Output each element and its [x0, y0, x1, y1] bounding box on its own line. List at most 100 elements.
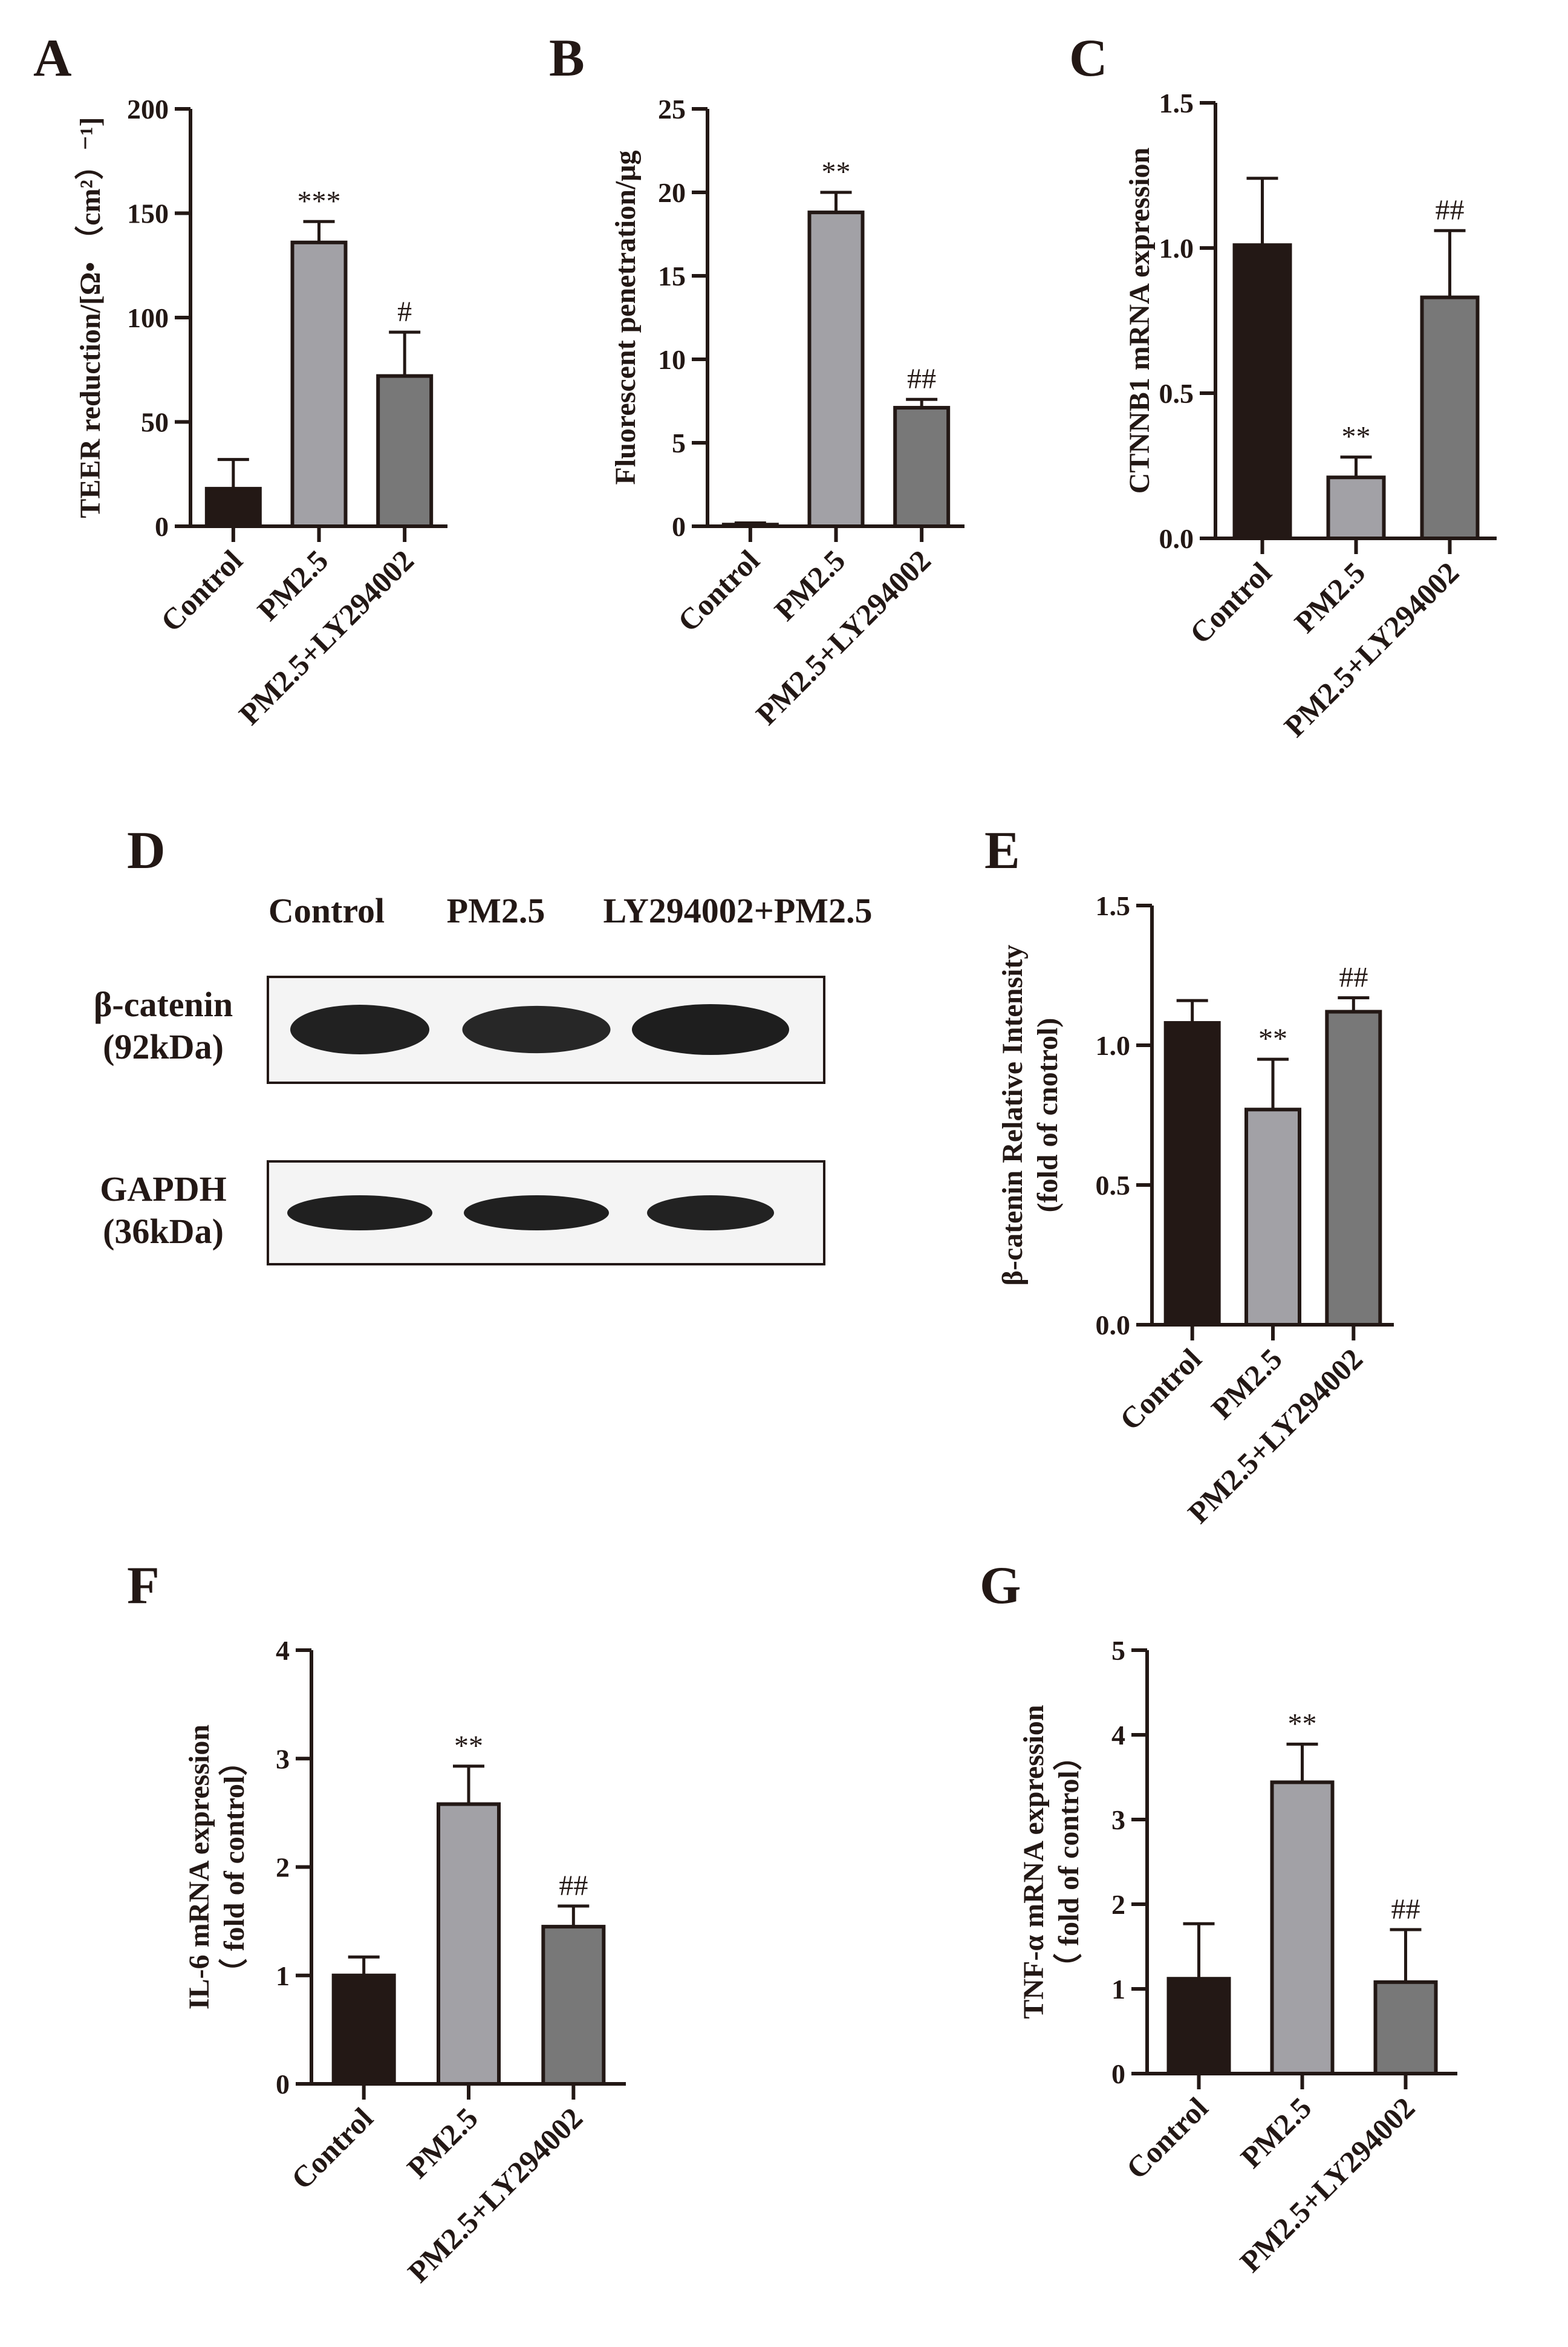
y-axis-label: Fluorescent penetration/μg [610, 151, 642, 485]
y-tick-label: 1.5 [1096, 890, 1131, 921]
significance-mark-pm2-5: ** [1258, 1023, 1287, 1055]
bar-pm2-5-ly294002 [1325, 1010, 1382, 1327]
y-tick-label: 1.0 [1159, 233, 1194, 264]
band-gapdh-lane-2 [464, 1195, 609, 1230]
bar-pm2-5 [1244, 1108, 1301, 1327]
lane-label-control: Control [268, 891, 385, 930]
y-tick-label: 0 [1111, 2058, 1125, 2089]
y-tick-label: 20 [658, 177, 686, 208]
y-axis-label-line2: （ fold of control） [218, 1747, 250, 1988]
y-tick-label: 200 [127, 94, 169, 125]
y-tick-label: 1 [1111, 1974, 1125, 2005]
x-tick-label-control: Control [1119, 2091, 1214, 2185]
x-tick-label-pm2-5: PM2.5 [400, 2101, 484, 2185]
bar-pm2-5 [1326, 475, 1386, 541]
y-tick-label: 25 [658, 94, 686, 125]
y-tick-label: 4 [1111, 1720, 1125, 1751]
y-tick-label: 3 [1111, 1804, 1125, 1835]
bar-pm2-5-ly294002 [1420, 295, 1480, 540]
y-axis-label: CTNNB1 mRNA expression [1124, 148, 1156, 494]
bar-pm2-5 [290, 240, 348, 528]
y-axis-label-line2: (fold of cnotrol) [1032, 1018, 1064, 1213]
significance-mark-pm2-5: ** [822, 156, 851, 188]
lane-label-ly-pm25: LY294002+PM2.5 [603, 891, 873, 930]
x-tick-label-control: Control [154, 543, 249, 638]
western-blot-panel: Control PM2.5 LY294002+PM2.5 β-catenin (… [94, 891, 873, 1265]
bar-control [331, 1973, 396, 2086]
x-tick-label-pm2-5: PM2.5 [1234, 2091, 1318, 2175]
band-size-gapdh: (36kDa) [103, 1212, 224, 1251]
band-catenin-lane-1 [290, 1005, 429, 1054]
y-tick-label: 1.5 [1159, 88, 1194, 119]
y-tick-label: 0.0 [1096, 1310, 1131, 1340]
x-tick-label-control: Control [285, 2101, 380, 2196]
chart-panel-f: 0 1 2 3 4 IL-6 mRNA expression （ fold of contr… [183, 1635, 626, 2289]
y-axis-label: β-catenin Relative Intensity [997, 945, 1029, 1286]
bar-control [1163, 1021, 1221, 1327]
y-tick-label: 5 [672, 428, 686, 459]
y-tick-label: 1.0 [1096, 1030, 1131, 1061]
y-tick-label: 15 [658, 261, 686, 292]
significance-mark-pm2-5: ** [454, 1730, 483, 1762]
x-tick-label-pm2-5-ly294002: PM2.5+LY294002 [1233, 2091, 1421, 2279]
x-tick-label-pm2-5: PM2.5 [768, 543, 852, 627]
y-axis-label: IL-6 mRNA expression [183, 1725, 215, 2009]
chart-panel-e: 0.0 0.5 1.0 1.5 β-catenin Relative Intensity… [997, 890, 1394, 1530]
x-tick-label-pm2-5-ly294002: PM2.5+LY294002 [1277, 555, 1465, 743]
band-catenin-lane-3 [632, 1004, 789, 1055]
x-tick-label-pm2-5: PM2.5 [1288, 555, 1372, 639]
panel-label-a: A [33, 29, 72, 88]
y-tick-label: 1 [276, 1960, 290, 1991]
bar-control [1232, 243, 1292, 540]
y-axis-label-line2: （ fold of control） [1053, 1741, 1085, 1982]
band-size-beta-catenin: (92kDa) [103, 1027, 224, 1066]
band-gapdh-lane-1 [287, 1195, 432, 1230]
bar-pm2-5-ly294002 [893, 406, 951, 528]
x-tick-label-pm2-5-ly294002: PM2.5+LY294002 [401, 2101, 589, 2289]
y-tick-label: 0 [155, 511, 169, 542]
chart-panel-b: 0 5 10 15 20 25 Fluorescent penetration/μg Cont… [610, 94, 965, 731]
bar-pm2-5 [1270, 1780, 1335, 2075]
bar-pm2-5-ly294002 [376, 374, 434, 528]
y-tick-label: 4 [276, 1635, 290, 1666]
bar-control [1166, 1977, 1231, 2075]
y-tick-label: 0 [672, 511, 686, 542]
y-tick-label: 150 [127, 198, 169, 229]
bar-control [721, 523, 779, 528]
y-axis-label: TNF-α mRNA expression [1018, 1705, 1050, 2019]
significance-mark-pm2-5: ** [1288, 1708, 1317, 1740]
panel-label-e: E [984, 821, 1020, 880]
bar-pm2-5-ly294002 [1373, 1980, 1438, 2076]
lane-label-pm25: PM2.5 [447, 891, 545, 930]
panel-label-d: D [127, 821, 166, 880]
x-tick-label-control: Control [1183, 555, 1278, 650]
y-tick-label: 100 [127, 302, 169, 333]
y-tick-label: 2 [276, 1852, 290, 1883]
y-tick-label: 5 [1111, 1635, 1125, 1666]
significance-mark-pm2-5-ly294002: ## [1436, 194, 1465, 226]
chart-panel-g: 0 1 2 3 4 5 TNF-α mRNA expression （ fold of con… [1018, 1635, 1457, 2279]
bar-pm2-5 [437, 1802, 501, 2086]
band-name-beta-catenin: β-catenin [94, 985, 233, 1024]
panel-label-c: C [1069, 29, 1108, 88]
y-tick-label: 2 [1111, 1889, 1125, 1920]
y-tick-label: 0.0 [1159, 523, 1194, 554]
bar-control [204, 486, 262, 529]
significance-mark-pm2-5-ly294002: ## [559, 1870, 588, 1902]
significance-mark-pm2-5: *** [298, 185, 341, 217]
significance-mark-pm2-5-ly294002: ## [1339, 961, 1368, 993]
y-tick-label: 3 [276, 1743, 290, 1774]
x-tick-label-control: Control [671, 543, 766, 638]
panel-label-b: B [549, 29, 585, 88]
significance-mark-pm2-5-ly294002: # [397, 296, 412, 328]
significance-mark-pm2-5: ** [1342, 421, 1371, 453]
chart-panel-a: 0 50 100 150 200 TEER reduction/[Ω• （cm²）⁻¹] C… [74, 94, 447, 731]
x-tick-label-control: Control [1113, 1342, 1208, 1437]
bar-pm2-5-ly294002 [541, 1925, 606, 2086]
panel-label-g: G [980, 1556, 1021, 1615]
band-catenin-lane-2 [462, 1005, 611, 1054]
bar-pm2-5 [807, 211, 865, 528]
x-tick-label-pm2-5: PM2.5 [251, 543, 335, 627]
